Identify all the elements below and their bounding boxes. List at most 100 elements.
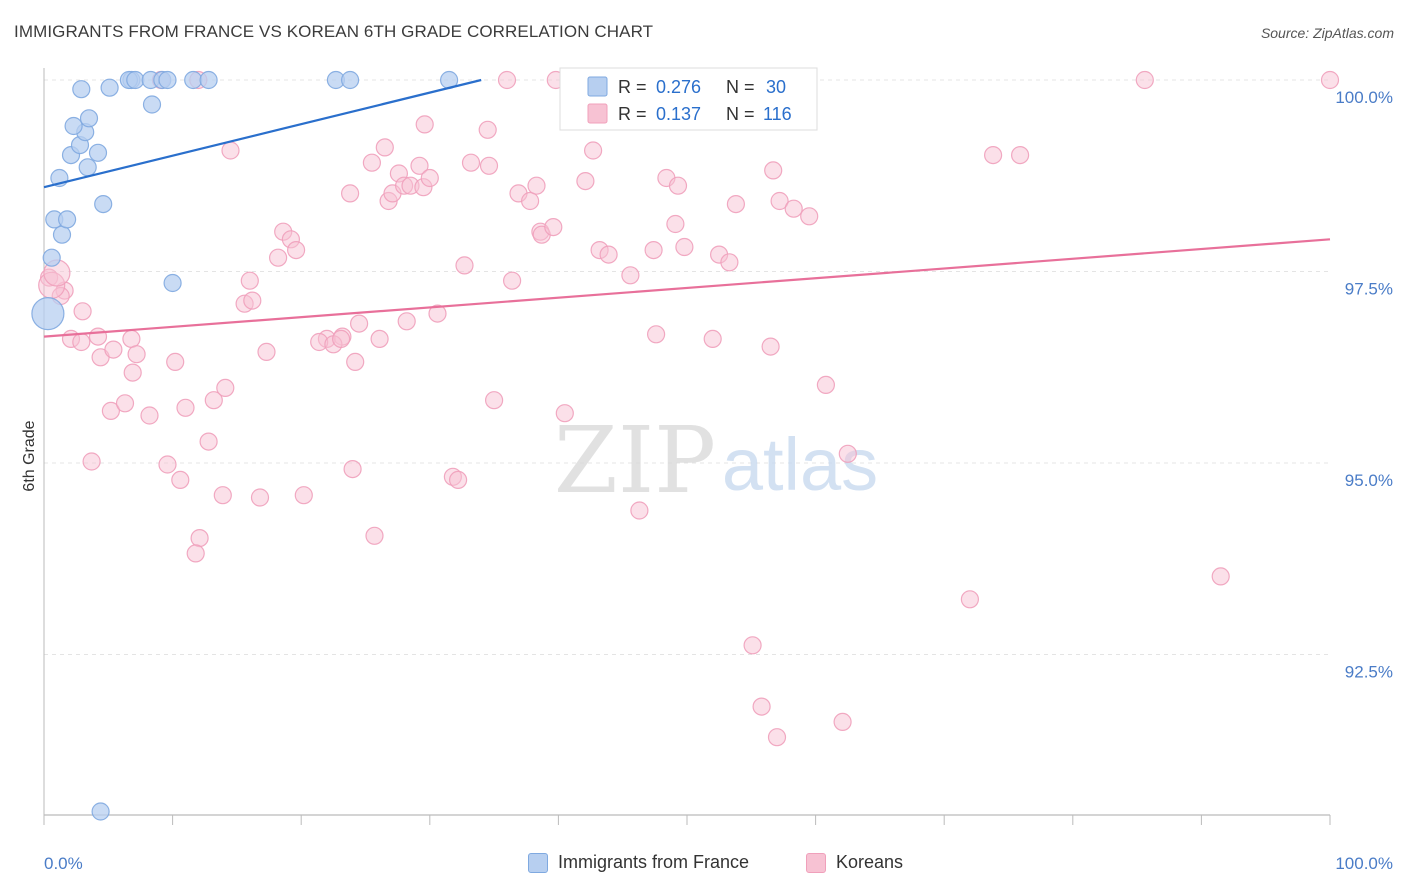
koreans-point-78	[599, 245, 618, 264]
koreans-point-105	[1135, 70, 1154, 90]
watermark-atlas: atlas	[722, 423, 878, 506]
legend-n-value-koreans: 116	[763, 104, 792, 124]
y-tick-labels: 100.0% 97.5% 95.0% 92.5%	[1335, 88, 1393, 682]
x-tick-label-min: 0.0%	[44, 854, 83, 873]
koreans-point-104	[1010, 146, 1030, 165]
koreans-point-95	[800, 207, 819, 226]
koreans-point-35	[397, 312, 416, 331]
legend-item-koreans-swatch	[806, 852, 826, 873]
koreans-point-113	[221, 141, 240, 160]
legend-r-value-france: 0.276	[656, 77, 701, 97]
koreans-point-69	[520, 191, 540, 211]
koreans-point-98	[743, 636, 762, 655]
legend-item-france-label: Immigrants from France	[558, 852, 750, 872]
koreans-point-9	[122, 329, 141, 348]
y-axis-label: 6th Grade	[21, 420, 38, 491]
koreans-point-28	[343, 460, 362, 479]
koreans-point-109	[497, 70, 517, 90]
koreans-point-63	[461, 153, 481, 172]
koreans-point-86	[675, 237, 694, 257]
legend-item-france-swatch	[528, 852, 548, 873]
koreans-point-17	[204, 391, 223, 410]
koreans-point-37	[257, 342, 276, 361]
koreans-point-10	[127, 345, 146, 364]
koreans-point-79	[621, 266, 640, 285]
koreans-point-90	[726, 195, 746, 214]
koreans-point-40	[240, 271, 259, 290]
koreans-point-67	[502, 271, 522, 290]
france-point-13	[100, 78, 119, 97]
legend-n-label-koreans: N =	[726, 104, 760, 124]
chart-source: Source: ZipAtlas.com	[1260, 25, 1394, 41]
france-point-21	[199, 70, 218, 90]
koreans-point-84	[666, 214, 685, 234]
koreans-point-85	[668, 176, 688, 195]
legend-item-koreans: Koreans	[806, 852, 903, 873]
series-koreans	[38, 70, 1340, 747]
france-point-4	[78, 158, 97, 177]
chart-title: IMMIGRANTS FROM FRANCE VS KOREAN 6TH GRA…	[14, 22, 654, 41]
koreans-point-13	[101, 401, 121, 420]
grid-lines	[44, 79, 1330, 655]
koreans-point-26	[190, 528, 209, 548]
koreans-point-11	[123, 363, 142, 382]
koreans-point-27	[186, 544, 205, 563]
koreans-point-58	[420, 168, 439, 188]
koreans-point-46	[332, 329, 351, 348]
koreans-point-102	[960, 590, 980, 609]
koreans-point-99	[752, 697, 771, 716]
france-point-9	[94, 195, 113, 214]
koreans-point-50	[375, 138, 394, 157]
y-tick-label-2: 95.0%	[1345, 471, 1393, 490]
france-point-10	[64, 116, 83, 136]
legend-series: Immigrants from France Koreans	[0, 848, 1406, 880]
legend-item-france: Immigrants from France	[528, 852, 749, 873]
koreans-point-41	[269, 248, 288, 267]
koreans-point-76	[583, 141, 603, 160]
koreans-point-29	[365, 526, 384, 545]
france-point-12	[88, 143, 108, 162]
france-point-26	[72, 80, 91, 99]
legend-n-label-france: N =	[726, 77, 760, 97]
koreans-point-94	[784, 199, 803, 218]
france-point-28	[91, 802, 110, 821]
koreans-point-8	[104, 340, 123, 359]
france-point-16	[126, 70, 145, 90]
france-point-23	[341, 70, 360, 90]
koreans-point-100	[767, 728, 787, 747]
watermark-zip: ZIP	[554, 407, 716, 514]
legend-swatch-france	[587, 76, 608, 97]
france-point-29	[163, 273, 182, 293]
koreans-point-56	[410, 156, 429, 175]
koreans-point-92	[764, 161, 783, 180]
france-point-30	[31, 297, 65, 331]
y-tick-label-3: 92.5%	[1345, 663, 1393, 682]
legend-r-label-france: R =	[618, 77, 652, 97]
koreans-point-73	[544, 218, 563, 237]
x-tick-label-max: 100.0%	[1335, 854, 1393, 873]
koreans-point-19	[199, 432, 218, 451]
koreans-point-25	[294, 486, 313, 505]
koreans-point-20	[82, 452, 101, 471]
koreans-point-91	[761, 337, 780, 356]
koreans-point-103	[983, 146, 1003, 165]
koreans-point-65	[479, 156, 499, 175]
trend-line-france	[43, 78, 482, 189]
koreans-point-12	[166, 352, 185, 371]
france-point-5	[52, 225, 72, 244]
series-immigrants-from-france	[31, 70, 818, 821]
france-point-7	[57, 210, 77, 229]
y-tick-label-0: 100.0%	[1335, 88, 1393, 107]
trend-lines	[43, 78, 1331, 338]
koreans-point-24	[250, 488, 270, 507]
koreans-point-106	[1211, 567, 1230, 586]
france-point-11	[79, 109, 99, 128]
koreans-point-93	[770, 191, 789, 211]
koreans-point-47	[346, 352, 365, 371]
koreans-point-39	[243, 291, 262, 310]
koreans-point-23	[213, 486, 232, 505]
koreans-point-44	[287, 241, 306, 260]
koreans-point-48	[341, 184, 360, 203]
koreans-point-62	[455, 256, 474, 275]
